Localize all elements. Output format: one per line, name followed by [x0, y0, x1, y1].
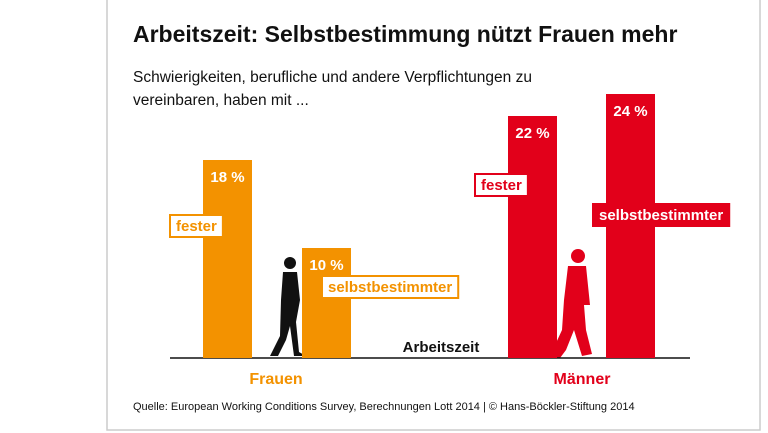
series-label: fester	[481, 177, 522, 194]
bar	[203, 160, 252, 358]
value-label: 22 %	[515, 125, 549, 142]
value-label: 24 %	[613, 103, 647, 120]
value-label: 10 %	[309, 257, 343, 274]
series-label-box	[321, 275, 460, 299]
source: Quelle: European Working Conditions Surv…	[133, 401, 635, 413]
chart-title: Arbeitszeit: Selbstbestimmung nützt Frau…	[133, 21, 677, 47]
bar	[302, 248, 351, 358]
x-axis-label: Arbeitszeit	[403, 339, 480, 356]
category-label: Frauen	[249, 371, 302, 388]
series-label: fester	[176, 218, 217, 235]
subtitle: Schwierigkeiten, berufliche und andere V…	[133, 69, 532, 86]
series-label-box	[169, 214, 224, 238]
series-label: selbstbestimmter	[599, 207, 723, 224]
bar	[508, 116, 557, 358]
series-label-box	[592, 203, 731, 227]
series-label-box	[474, 173, 529, 197]
category-label: Männer	[554, 371, 611, 388]
subtitle: vereinbaren, haben mit ...	[133, 92, 309, 109]
value-label: 18 %	[210, 169, 244, 186]
woman-icon	[270, 257, 306, 356]
series-label: selbstbestimmter	[328, 279, 452, 296]
